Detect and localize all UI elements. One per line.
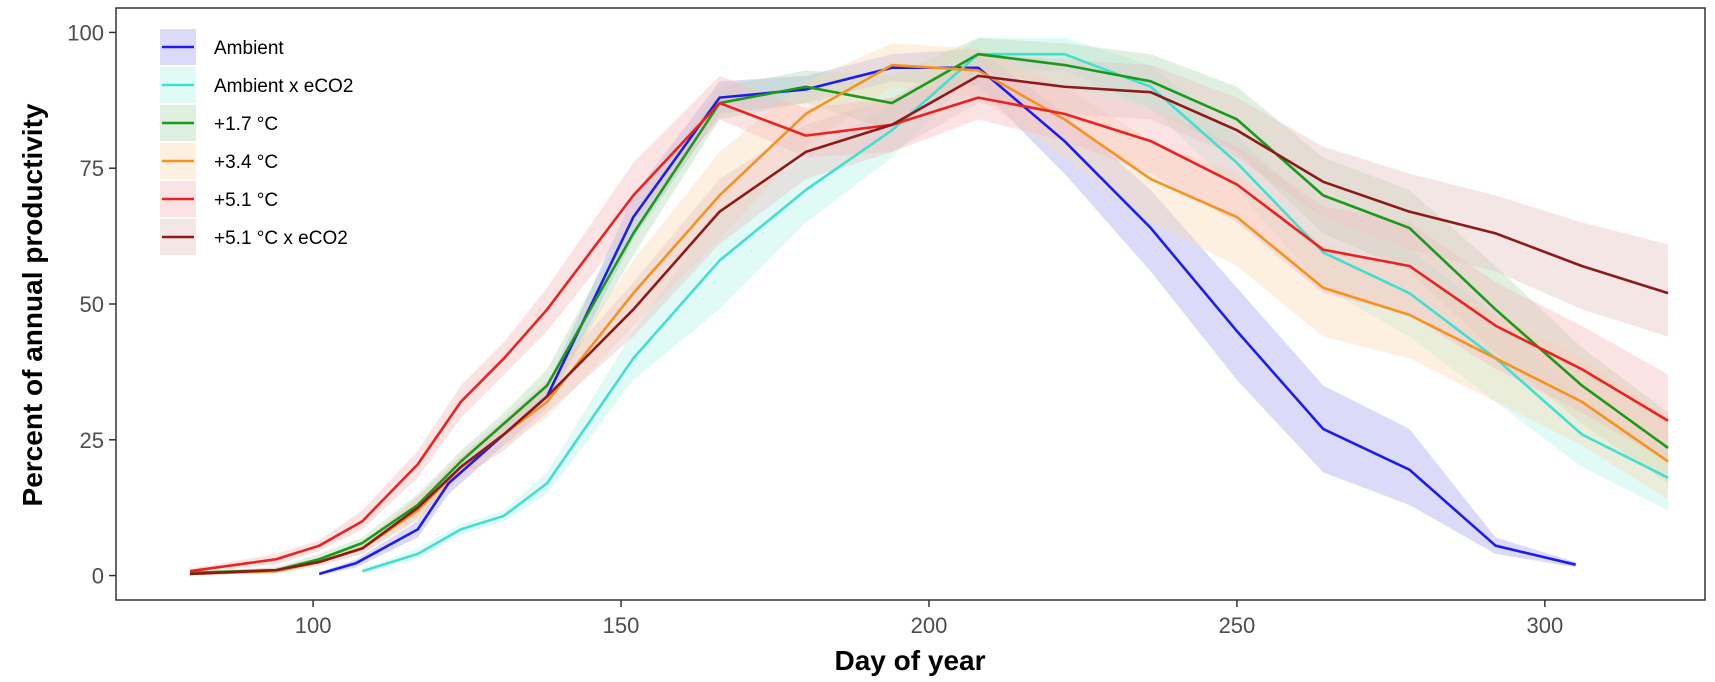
- x-tick-label: 100: [295, 613, 332, 638]
- legend-item-3-4-c: +3.4 °C: [160, 143, 278, 179]
- legend-label: +5.1 °C x eCO2: [214, 228, 348, 249]
- x-tick-label: 150: [603, 613, 640, 638]
- line-layer: [189, 52, 1669, 576]
- legend: Ambient Ambient x eCO2 +1.7 °C +3.4 °C +5.1 …: [160, 29, 353, 255]
- legend-label: Ambient x eCO2: [214, 76, 353, 97]
- tick-layer: 100 150 200 250 300 0 25 50 75 100: [67, 20, 1563, 638]
- legend-label: Ambient: [214, 38, 284, 59]
- legend-item-1-7-c: +1.7 °C: [160, 105, 278, 141]
- x-tick-label: 300: [1527, 613, 1564, 638]
- series-line-5-1-c-x-eco2: [189, 74, 1669, 576]
- y-axis-title: Percent of annual productivity: [17, 103, 48, 506]
- y-tick-label: 75: [80, 156, 104, 181]
- x-tick-label: 250: [1219, 613, 1256, 638]
- y-tick-label: 100: [67, 20, 104, 45]
- ribbon-5-1-c-x-eco2: [189, 54, 1669, 576]
- series-line-1-7-c: [189, 52, 1669, 575]
- y-tick-label: 25: [80, 428, 104, 453]
- x-axis-title: Day of year: [835, 645, 986, 676]
- legend-item-ambient-x-eco2: Ambient x eCO2: [160, 67, 353, 103]
- legend-item-5-1-c: +5.1 °C: [160, 181, 278, 217]
- legend-label: +1.7 °C: [214, 114, 278, 135]
- ribbon-3-4-c: [189, 43, 1669, 576]
- legend-item-ambient: Ambient: [160, 29, 284, 65]
- series-line-ambient-x-eco2: [361, 52, 1669, 573]
- ribbon-5-1-c: [189, 75, 1669, 573]
- legend-label: +3.4 °C: [214, 152, 278, 173]
- x-tick-label: 200: [911, 613, 948, 638]
- series-line-ambient: [318, 66, 1576, 576]
- ribbon-ambient: [319, 48, 1576, 576]
- legend-item-5-1-c-x-eco2: +5.1 °C x eCO2: [160, 219, 348, 255]
- legend-label: +5.1 °C: [214, 190, 278, 211]
- y-tick-label: 50: [80, 292, 104, 317]
- series-line-5-1-c: [189, 96, 1669, 573]
- y-tick-label: 0: [92, 564, 104, 589]
